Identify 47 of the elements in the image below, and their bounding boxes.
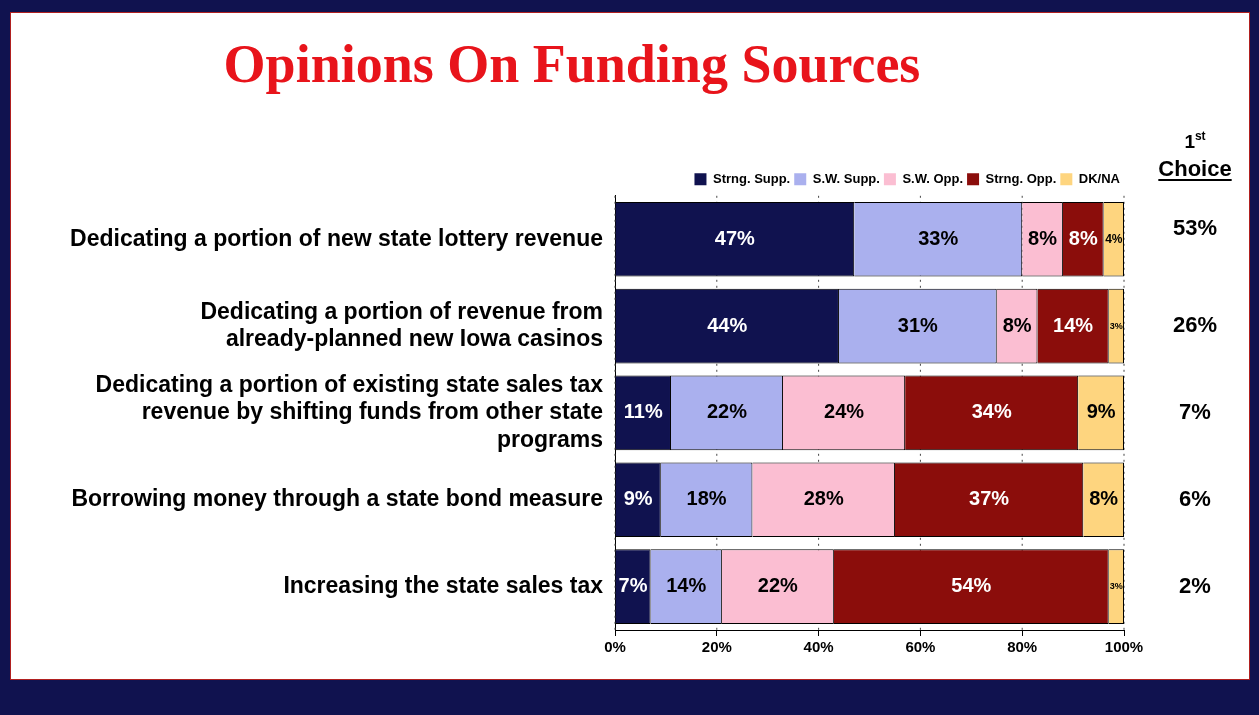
data-label: 11% [623,400,663,423]
data-label: 28% [803,487,844,510]
data-label: 22% [706,400,748,423]
data-label: 34% [971,400,1012,423]
data-label: 9% [623,487,653,510]
text: 53% [1172,215,1218,241]
data-label: 4% [1105,231,1123,246]
data-label: 9% [1086,400,1116,423]
data-label: 8% [1028,226,1058,249]
text: 6% [1179,485,1211,511]
x-tick-label: 40% [803,638,834,656]
data-label: 54% [951,574,992,597]
y-tick-label: Increasing the state sales tax [283,571,604,598]
data-label: 33% [918,226,959,249]
x-tick-label: 20% [701,638,732,656]
y-tick-label: Dedicating a portion of new state lottery revenue [70,224,603,251]
legend-label: S.W. Opp. [902,170,964,186]
text: 7% [1179,398,1211,424]
legend-label: Strng. Opp. [985,170,1057,186]
legend-label: DK/NA [1078,170,1121,186]
data-label: 7% [618,574,648,597]
data-label: 3% [1109,320,1123,331]
x-tick-label: 100% [1104,638,1144,656]
text: 26% [1172,312,1218,338]
x-tick-label: 0% [604,638,626,656]
y-tick-label: Dedicating a portion of revenue from already-planned new Iowa casinos [200,297,603,352]
data-label: 31% [897,313,939,336]
data-label: 8% [1002,313,1032,336]
data-label: 18% [686,487,727,510]
text: 2% [1179,572,1211,598]
x-tick-label: 80% [1007,638,1038,656]
x-tick-label: 60% [905,638,936,656]
legend-label: Strng. Supp. [712,170,791,186]
data-label: 14% [666,574,707,597]
data-label: 14% [1053,313,1094,336]
data-label: 24% [824,400,865,423]
data-label: 47% [714,226,756,249]
legend-label: S.W. Supp. [812,170,880,186]
y-tick-label: Dedicating a portion of existing state sales tax revenue by shifting funds from other state programs [95,370,604,452]
data-label: 8% [1089,487,1119,510]
chart-title: Opinions On Funding Sources [223,34,921,95]
data-label: 44% [707,313,748,336]
y-tick-label: Borrowing money through a state bond measure [71,485,603,512]
data-label: 8% [1068,226,1098,249]
data-label: 3% [1109,581,1123,592]
data-label: 37% [969,487,1010,510]
data-label: 22% [757,574,799,597]
